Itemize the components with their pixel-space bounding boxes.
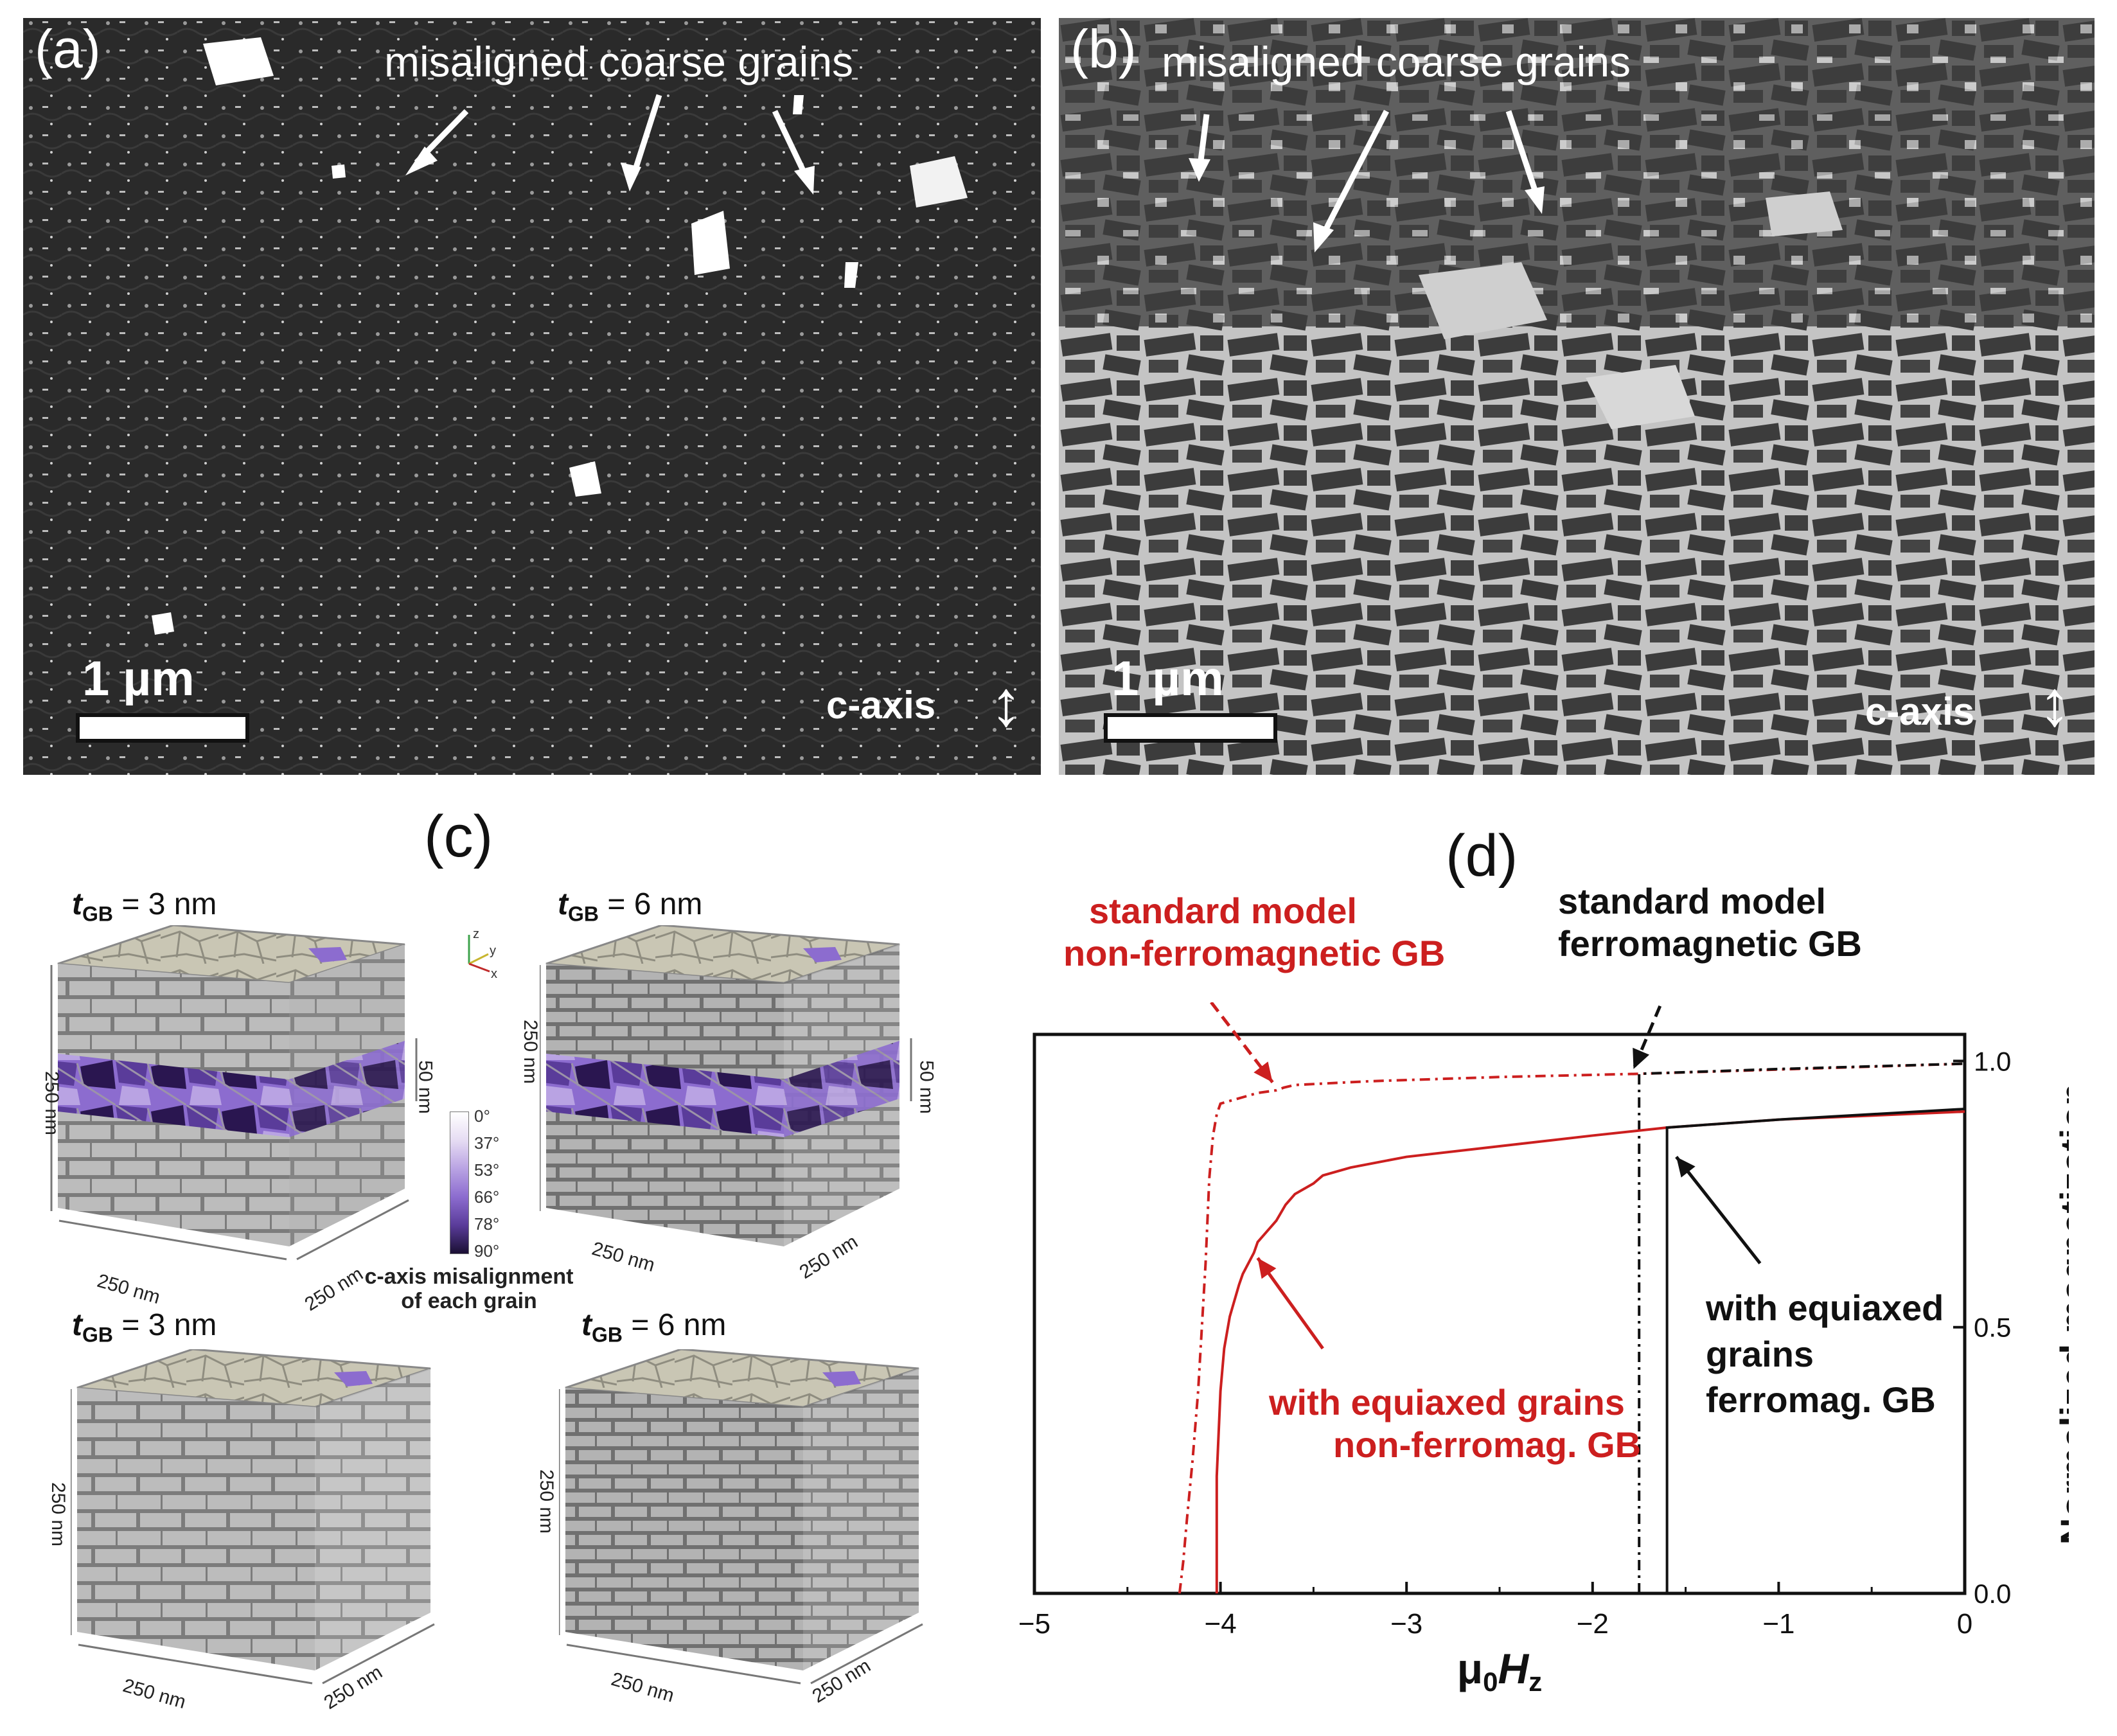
x-axis-label: μ0Hz bbox=[1457, 1645, 1542, 1697]
annot-red-bottom-line2: non-ferromag. GB bbox=[1333, 1424, 1642, 1466]
arrow-black-bottom-head bbox=[1676, 1156, 1696, 1178]
panel-a-scale-bar bbox=[76, 713, 249, 743]
cube3-tgb-symbol: t bbox=[72, 1308, 82, 1342]
cube1 bbox=[50, 925, 418, 1261]
cube4-height-label: 250 nm bbox=[536, 1469, 558, 1534]
cube4-tgb-label: tGB = 6 nm bbox=[581, 1307, 726, 1347]
x-tick-label: −5 bbox=[1018, 1608, 1050, 1640]
cube3-height-label: 250 nm bbox=[48, 1482, 69, 1547]
cube1-tgb-label: tGB = 3 nm bbox=[72, 887, 217, 926]
series-line-4 bbox=[1665, 1108, 1965, 1593]
panel-a-label: (a) bbox=[35, 19, 101, 79]
axis-ticks: −5 −4 −3 −2 −1 00.0 0.5 1.0 bbox=[1018, 1046, 2011, 1640]
annot-black-top-line1: standard model bbox=[1558, 881, 1826, 921]
y-axis-label: Normalized magnetization bbox=[2053, 1083, 2069, 1545]
panel-b-label: (b) bbox=[1070, 19, 1137, 79]
series-line-2 bbox=[1638, 1062, 1965, 1593]
cube2-tgb-label: tGB = 6 nm bbox=[558, 887, 702, 926]
magnetization-chart: −5 −4 −3 −2 −1 00.0 0.5 1.0 μ0Hz Normalized mag… bbox=[1018, 1002, 2069, 1697]
y-tick-label: 1.0 bbox=[1974, 1046, 2011, 1076]
series-line-3 bbox=[1215, 1110, 1965, 1593]
cube1-tgb-value: = 3 nm bbox=[121, 887, 217, 921]
panel-b-annotation: misaligned coarse grains bbox=[1162, 38, 1631, 85]
panel-b-axis-arrow: ↕ bbox=[2039, 668, 2071, 740]
arrow-black-top bbox=[1632, 1002, 1663, 1070]
panel-b-scale-label: 1 µm bbox=[1112, 651, 1224, 706]
panel-a-scale-label: 1 µm bbox=[82, 651, 195, 706]
panel-b-micrograph: (b) misaligned coarse grains 1 µm c-axis… bbox=[1059, 18, 2095, 775]
annot-black-top-line2: ferromagnetic GB bbox=[1558, 923, 1862, 964]
panel-a-arrows bbox=[405, 94, 815, 195]
panel-b-scale-bar bbox=[1104, 713, 1277, 743]
annot-black-top: standard model ferromagnetic GB bbox=[1558, 880, 1862, 965]
annot-black-bottom-line1: with equiaxed bbox=[1706, 1288, 1944, 1328]
axis-y: y bbox=[490, 944, 496, 958]
cbar-title-line1: c-axis misalignment bbox=[364, 1264, 574, 1289]
cbar-tick-1: 37° bbox=[474, 1133, 500, 1153]
series-group bbox=[1178, 1062, 1965, 1594]
panel-d-label: (d) bbox=[1446, 823, 1518, 889]
x-tick-label: −2 bbox=[1577, 1608, 1609, 1640]
cube3-tgb-label: tGB = 3 nm bbox=[72, 1307, 217, 1347]
axis-x: x bbox=[491, 967, 497, 981]
annot-red-bottom: with equiaxed grains non-ferromag. GB bbox=[1269, 1381, 1641, 1466]
cbar-tick-3: 66° bbox=[474, 1187, 500, 1207]
cbar-tick-5: 90° bbox=[474, 1241, 500, 1261]
cube2 bbox=[540, 925, 912, 1246]
cube1-tgb-sub: GB bbox=[82, 902, 113, 926]
x-tick-label: 0 bbox=[1957, 1608, 1972, 1640]
cube2-tgb-symbol: t bbox=[558, 887, 568, 921]
panel-b-texture bbox=[1059, 18, 2095, 775]
cube2-band-label: 50 nm bbox=[916, 1060, 937, 1114]
cube2-tgb-sub: GB bbox=[567, 902, 599, 926]
annot-red-top-line1: standard model bbox=[1089, 890, 1357, 931]
panel-a-axis-label: c-axis bbox=[826, 684, 936, 727]
x-tick-label: −1 bbox=[1762, 1608, 1794, 1640]
annot-red-top: standard model non-ferromagnetic GB bbox=[1063, 890, 1445, 975]
x-tick-label: −3 bbox=[1390, 1608, 1422, 1640]
annot-black-bottom-line2: grains bbox=[1706, 1333, 1814, 1374]
panel-b-arrows bbox=[1189, 109, 1545, 252]
cbar-tick-2: 53° bbox=[474, 1160, 500, 1180]
series-line-1 bbox=[1178, 1062, 1965, 1594]
arrow-black-top-head bbox=[1633, 1047, 1650, 1069]
panel-c-label: (c) bbox=[424, 804, 493, 869]
annot-red-bottom-line1: with equiaxed grains bbox=[1269, 1382, 1625, 1422]
cube1-height-label: 250 nm bbox=[41, 1070, 63, 1136]
cube4 bbox=[559, 1349, 923, 1685]
annot-black-bottom-line3: ferromag. GB bbox=[1706, 1379, 1936, 1421]
annotation-arrows bbox=[1210, 1002, 1762, 1350]
arrow-black-bottom bbox=[1675, 1156, 1762, 1264]
cube2-tgb-value: = 6 nm bbox=[607, 887, 703, 921]
y-tick-label: 0.5 bbox=[1974, 1313, 2011, 1343]
cube3 bbox=[71, 1349, 435, 1685]
cube4-tgb-symbol: t bbox=[581, 1308, 592, 1342]
annot-red-top-line2: non-ferromagnetic GB bbox=[1063, 933, 1446, 974]
cube1-band-label: 50 nm bbox=[414, 1060, 436, 1114]
cbar-tick-0: 0° bbox=[474, 1106, 490, 1126]
arrow-red-bottom-head bbox=[1257, 1258, 1277, 1279]
arrow-red-top-head bbox=[1253, 1061, 1273, 1083]
axis-z: z bbox=[473, 927, 479, 941]
x-tick-label: −4 bbox=[1205, 1608, 1237, 1640]
y-tick-label: 0.0 bbox=[1974, 1579, 2011, 1609]
misalignment-colorbar bbox=[450, 1112, 469, 1254]
cube3-tgb-sub: GB bbox=[82, 1323, 113, 1347]
cube3-tgb-value: = 3 nm bbox=[121, 1308, 217, 1342]
panel-a-axis-arrow: ↕ bbox=[990, 668, 1022, 740]
panel-a-annotation: misaligned coarse grains bbox=[384, 38, 854, 85]
axes-triad: z y x bbox=[468, 927, 497, 981]
cbar-title-line2: of each grain bbox=[401, 1289, 537, 1313]
panel-a-micrograph: (a) misaligned coarse grains 1 µm c-axis… bbox=[23, 18, 1041, 775]
panel-b-axis-label: c-axis bbox=[1865, 690, 1975, 733]
cube4-tgb-sub: GB bbox=[591, 1323, 623, 1347]
panel-a-texture bbox=[23, 18, 1041, 775]
cube1-tgb-symbol: t bbox=[72, 887, 82, 921]
cube4-tgb-value: = 6 nm bbox=[631, 1308, 727, 1342]
annot-black-bottom: with equiaxed grains ferromag. GB bbox=[1706, 1285, 1944, 1423]
cbar-tick-4: 78° bbox=[474, 1214, 500, 1234]
cube2-height-label: 250 nm bbox=[520, 1019, 542, 1085]
